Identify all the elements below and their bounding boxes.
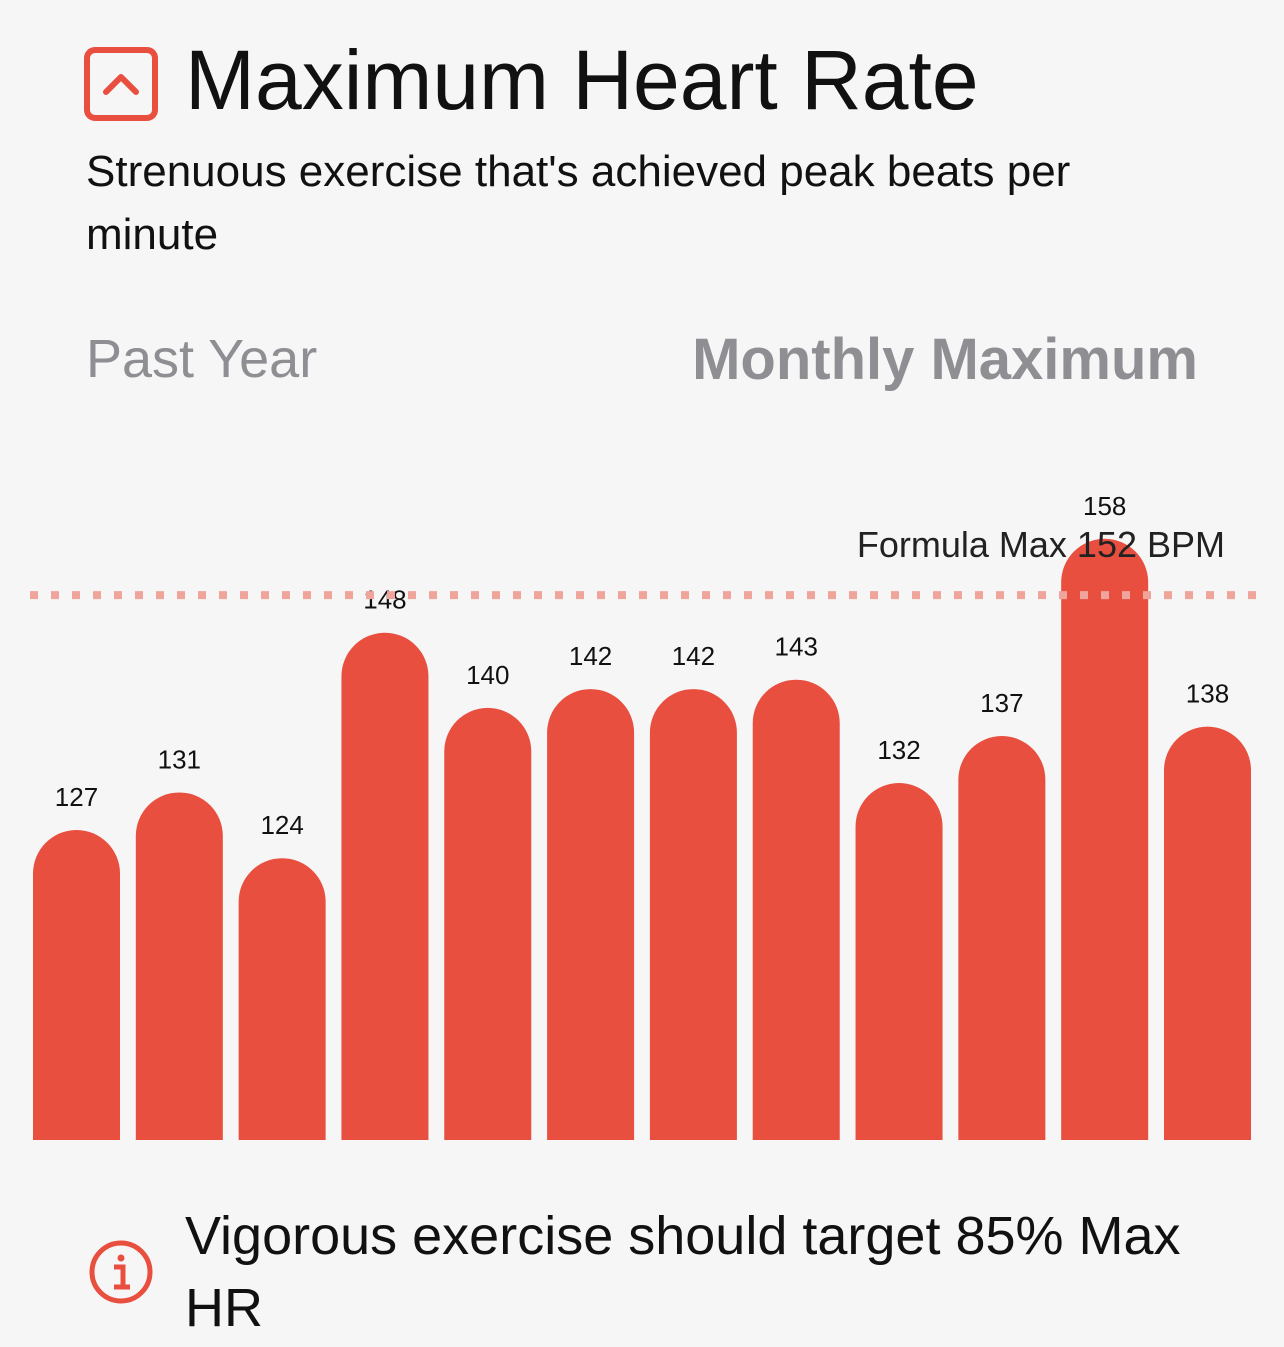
reference-label: Formula Max 152 BPM [857, 524, 1225, 565]
bar [341, 632, 429, 1140]
info-icon [89, 1240, 153, 1304]
value-label: 124 [260, 810, 303, 840]
note: Vigorous exercise should target 85% Max … [185, 1206, 1181, 1338]
bar [444, 707, 532, 1140]
bar [238, 858, 326, 1140]
value-label: 140 [466, 660, 509, 690]
range-label: Past Year [86, 329, 318, 389]
chart-subtitle: Strenuous exercise that's achieved peak … [86, 147, 1071, 259]
value-label: 137 [980, 688, 1023, 718]
bar [33, 830, 120, 1140]
value-label: 148 [363, 585, 406, 615]
value-label: 131 [158, 744, 201, 774]
value-label: 127 [55, 782, 98, 812]
value-label: 158 [1083, 491, 1126, 521]
bar [958, 736, 1046, 1140]
bar [1164, 726, 1251, 1140]
bar [752, 679, 840, 1140]
value-label: 143 [775, 632, 818, 662]
header-icon [84, 47, 158, 121]
bar [855, 783, 943, 1140]
value-label: 142 [672, 641, 715, 671]
bar [1061, 538, 1149, 1140]
bar [649, 689, 737, 1140]
bar [135, 792, 223, 1140]
value-label: 142 [569, 641, 612, 671]
bar [547, 689, 635, 1140]
value-label: 132 [877, 735, 920, 765]
aggregate-label: Monthly Maximum [692, 327, 1198, 392]
chart-title: Maximum Heart Rate [185, 33, 979, 127]
value-label: 138 [1186, 679, 1229, 709]
